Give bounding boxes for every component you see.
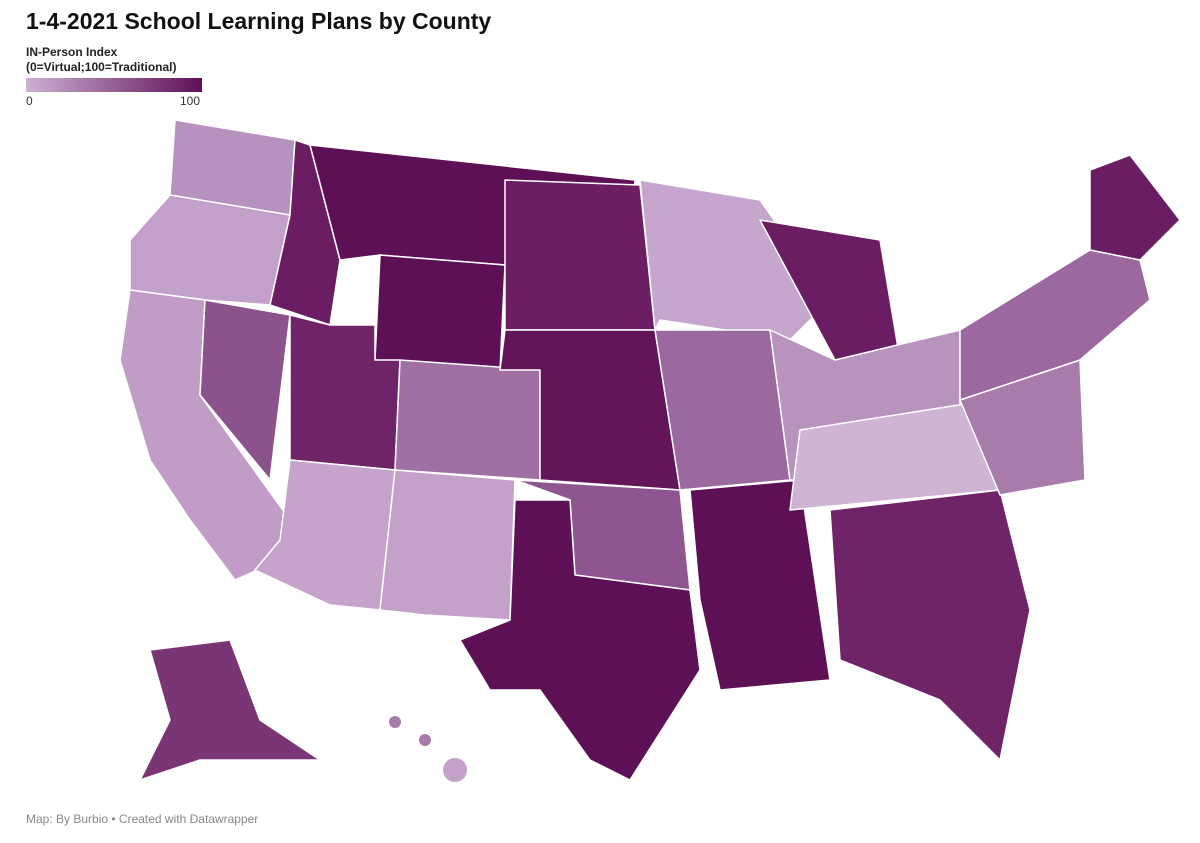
region <box>459 499 701 781</box>
region <box>254 459 396 611</box>
region <box>959 359 1086 496</box>
region <box>789 399 1001 511</box>
legend-gradient <box>26 78 202 92</box>
region <box>689 479 831 691</box>
region <box>829 489 1031 761</box>
legend-title: IN-Person Index <box>26 45 118 59</box>
legend-min: 0 <box>26 94 33 108</box>
legend-max: 100 <box>180 94 201 108</box>
region <box>269 139 341 326</box>
region <box>374 254 506 371</box>
region <box>759 219 901 361</box>
region <box>139 639 321 781</box>
region <box>1089 154 1181 261</box>
region <box>499 329 681 491</box>
region <box>419 734 431 746</box>
region <box>639 179 831 341</box>
footer: Map: By Burbio • Created with Datawrappe… <box>26 812 259 826</box>
title: 1-4-2021 School Learning Plans by County <box>26 8 492 34</box>
region <box>169 119 296 216</box>
region <box>309 144 636 266</box>
region <box>654 329 791 491</box>
region <box>443 758 467 782</box>
regions <box>119 119 1181 782</box>
region <box>389 716 401 728</box>
region <box>379 469 516 621</box>
legend-subtitle: (0=Virtual;100=Traditional) <box>26 60 177 74</box>
region <box>119 289 291 581</box>
region <box>769 329 961 481</box>
region <box>394 359 541 481</box>
region <box>514 479 691 591</box>
region <box>199 299 291 481</box>
region <box>289 314 401 471</box>
region <box>959 249 1151 401</box>
region <box>504 179 656 331</box>
region <box>129 194 291 306</box>
